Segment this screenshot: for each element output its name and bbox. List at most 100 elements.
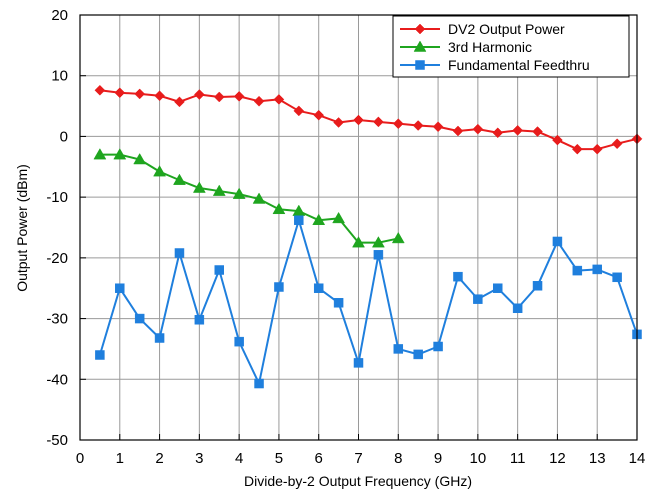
series-line-fundamental-feedthru (98, 219, 638, 385)
x-tick-label: 3 (195, 450, 203, 467)
x-tick-label: 14 (629, 450, 646, 467)
dv2-output-power-point (492, 127, 504, 139)
third-harmonic-point (371, 236, 385, 248)
legend-dv2-output-power-point (414, 23, 426, 35)
fundamental-feedthru-point (532, 281, 543, 291)
dv2-output-power-point (611, 138, 623, 150)
fundamental-feedthru-point (214, 265, 224, 275)
x-tick-label: 9 (434, 450, 442, 467)
fundamental-feedthru-point (353, 358, 364, 368)
legend-third-harmonic-point (413, 40, 427, 52)
y-tick-label: 10 (51, 68, 68, 85)
third-harmonic-point (93, 148, 107, 160)
x-tick-label: 4 (235, 450, 243, 467)
x-tick-label: 2 (155, 450, 163, 467)
y-axis-title: Output Power (dBm) (14, 164, 30, 292)
series-dv2-output-power (94, 84, 643, 155)
x-tick-label: 12 (549, 450, 566, 467)
dv2-output-power-point (213, 91, 225, 103)
dv2-output-power-point (472, 123, 484, 135)
x-tick-label: 10 (470, 450, 487, 467)
grid-lines (80, 15, 637, 440)
dv2-output-power-point (532, 126, 543, 137)
fundamental-feedthru-point (174, 248, 185, 258)
dv2-output-power-point (571, 143, 583, 155)
legend-entry-third-harmonic: 3rd Harmonic (400, 39, 532, 55)
fundamental-feedthru-point (274, 282, 284, 292)
x-axis-title: Divide-by-2 Output Frequency (GHz) (244, 473, 472, 489)
dv2-output-power-point (512, 125, 523, 136)
y-axis-ticks: 20 10 0 -10 -20 -30 -40 -50 (46, 7, 86, 449)
x-tick-label: 6 (315, 450, 323, 467)
dv2-output-power-point (114, 87, 126, 99)
dv2-output-power-point (174, 96, 185, 108)
third-harmonic-point (312, 213, 326, 225)
dv2-output-power-point (353, 114, 364, 126)
third-harmonic-point (352, 236, 365, 248)
fundamental-feedthru-point (234, 336, 244, 347)
third-harmonic-point (153, 165, 167, 177)
y-tick-label: -20 (46, 250, 68, 267)
fundamental-feedthru-point (294, 215, 304, 225)
fundamental-feedthru-point (552, 236, 563, 247)
fundamental-feedthru-point (313, 283, 324, 293)
dv2-output-power-point (194, 89, 205, 100)
legend-entry-dv2-output-power: DV2 Output Power (400, 21, 565, 37)
third-harmonic-point (252, 192, 266, 204)
dv2-output-power-point (253, 95, 265, 107)
dv2-output-power-point (273, 94, 285, 105)
fundamental-feedthru-point (413, 349, 423, 360)
y-tick-label: -40 (46, 371, 68, 388)
x-tick-label: 5 (275, 450, 283, 467)
dv2-output-power-point (313, 109, 325, 121)
y-tick-label: -30 (46, 311, 68, 328)
third-harmonic-point (192, 181, 206, 193)
dv2-output-power-point (134, 88, 146, 100)
fundamental-feedthru-point (512, 303, 523, 313)
third-harmonic-point (332, 211, 346, 224)
dv2-output-power-point (412, 120, 424, 131)
fundamental-feedthru-point (95, 350, 105, 360)
dv2-output-power-point (591, 143, 603, 155)
fundamental-feedthru-point (134, 313, 145, 324)
legend-fundamental-feedthru-point (415, 60, 425, 70)
x-tick-label: 13 (589, 450, 606, 467)
fundamental-feedthru-point (473, 294, 483, 304)
dv2-output-power-point (373, 116, 384, 128)
fundamental-feedthru-point (194, 315, 205, 325)
fundamental-feedthru-point (333, 298, 344, 308)
dv2-output-power-point (392, 118, 404, 130)
legend: DV2 Output Power 3rd Harmonic Fundamental … (392, 15, 630, 78)
y-tick-label: 0 (60, 128, 68, 145)
legend-entry-fundamental-feedthru: Fundamental Feedthru (400, 57, 590, 73)
fundamental-feedthru-point (373, 250, 384, 260)
x-tick-label: 0 (76, 450, 84, 467)
fundamental-feedthru-point (115, 283, 125, 293)
third-harmonic-point (212, 184, 226, 196)
y-tick-label: -50 (46, 432, 68, 449)
y-tick-label: 20 (51, 7, 68, 24)
dv2-output-power-point (333, 117, 344, 128)
y-tick-label: -10 (46, 189, 68, 206)
third-harmonic-point (133, 152, 147, 165)
third-harmonic-point (391, 231, 405, 244)
dv2-output-power-point (94, 84, 106, 96)
dv2-output-power-point (233, 91, 245, 102)
series-line-dv2-output-power (99, 89, 638, 151)
fundamental-feedthru-point (393, 344, 404, 354)
fundamental-feedthru-point (572, 265, 583, 276)
third-harmonic-point (113, 148, 127, 160)
legend-label: 3rd Harmonic (448, 39, 532, 55)
fundamental-feedthru-point (592, 264, 602, 275)
fundamental-feedthru-point (254, 378, 264, 389)
x-tick-label: 1 (116, 450, 124, 467)
series-third-harmonic (93, 148, 405, 248)
third-harmonic-point (272, 202, 286, 215)
series-fundamental-feedthru (95, 215, 642, 389)
dv2-output-power-point (293, 105, 305, 117)
fundamental-feedthru-point (493, 283, 503, 293)
dv2-output-power-point (452, 125, 464, 137)
fundamental-feedthru-point (612, 272, 622, 283)
dv2-output-power-point (432, 121, 444, 133)
